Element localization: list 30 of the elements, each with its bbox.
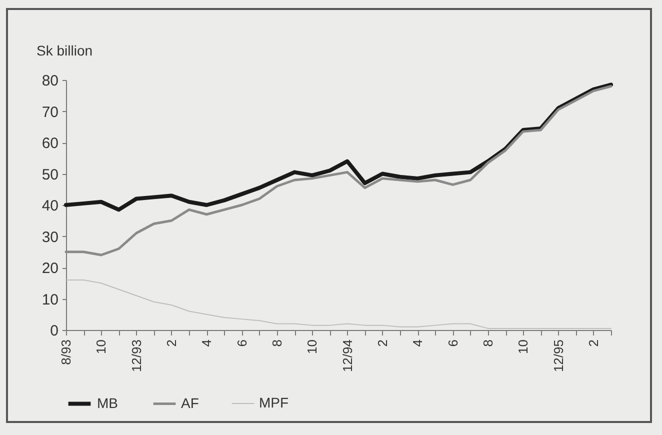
line-series <box>64 85 612 256</box>
x-tick-label: 6 <box>445 340 460 347</box>
legend-label: AF <box>181 394 199 411</box>
y-tick-label: 40 <box>42 198 58 214</box>
x-tick-label: 12/94 <box>340 340 355 372</box>
y-tick-label: 80 <box>42 72 58 90</box>
y-tick-label: 70 <box>42 104 58 121</box>
x-tick-label: 4 <box>199 340 214 347</box>
y-tick-label: 0 <box>50 322 58 340</box>
x-tick-label: 8 <box>269 340 284 347</box>
x-tick-label: 4 <box>410 340 426 347</box>
y-axis-title: Sk billion <box>36 42 93 58</box>
x-tick-label: 2 <box>164 340 179 347</box>
x-tick-label: 12/95 <box>550 340 566 372</box>
y-tick-label: 30 <box>42 228 58 246</box>
y-tick-label: 60 <box>42 135 58 152</box>
x-tick-label: 6 <box>234 340 250 347</box>
y-tick-label: 10 <box>42 291 58 308</box>
x-tick-label: 10 <box>516 340 531 354</box>
x-tick-label: 10 <box>304 340 320 354</box>
x-tick-label: 2 <box>586 340 601 347</box>
legend-label: MB <box>97 394 118 411</box>
x-tick-label: 10 <box>94 340 109 354</box>
x-tick-label: 8/93 <box>58 340 74 365</box>
y-tick-label: 20 <box>42 260 58 277</box>
y-tick-label: 50 <box>42 166 58 184</box>
x-tick-label: 8 <box>480 340 496 347</box>
x-tick-label: 2 <box>374 340 390 347</box>
x-tick-label: 12/93 <box>128 340 144 372</box>
legend-label: MPF <box>259 394 289 410</box>
